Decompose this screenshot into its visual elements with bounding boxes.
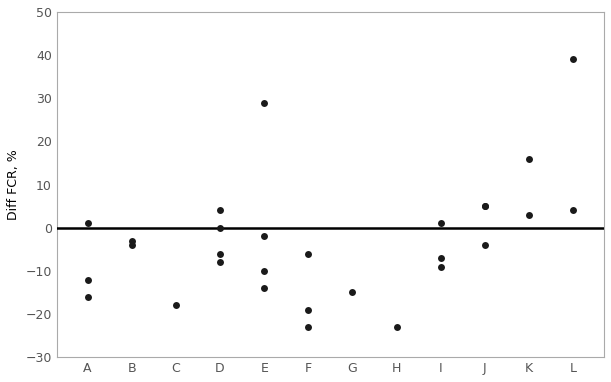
Y-axis label: Diff FCR, %: Diff FCR, % <box>7 149 20 220</box>
